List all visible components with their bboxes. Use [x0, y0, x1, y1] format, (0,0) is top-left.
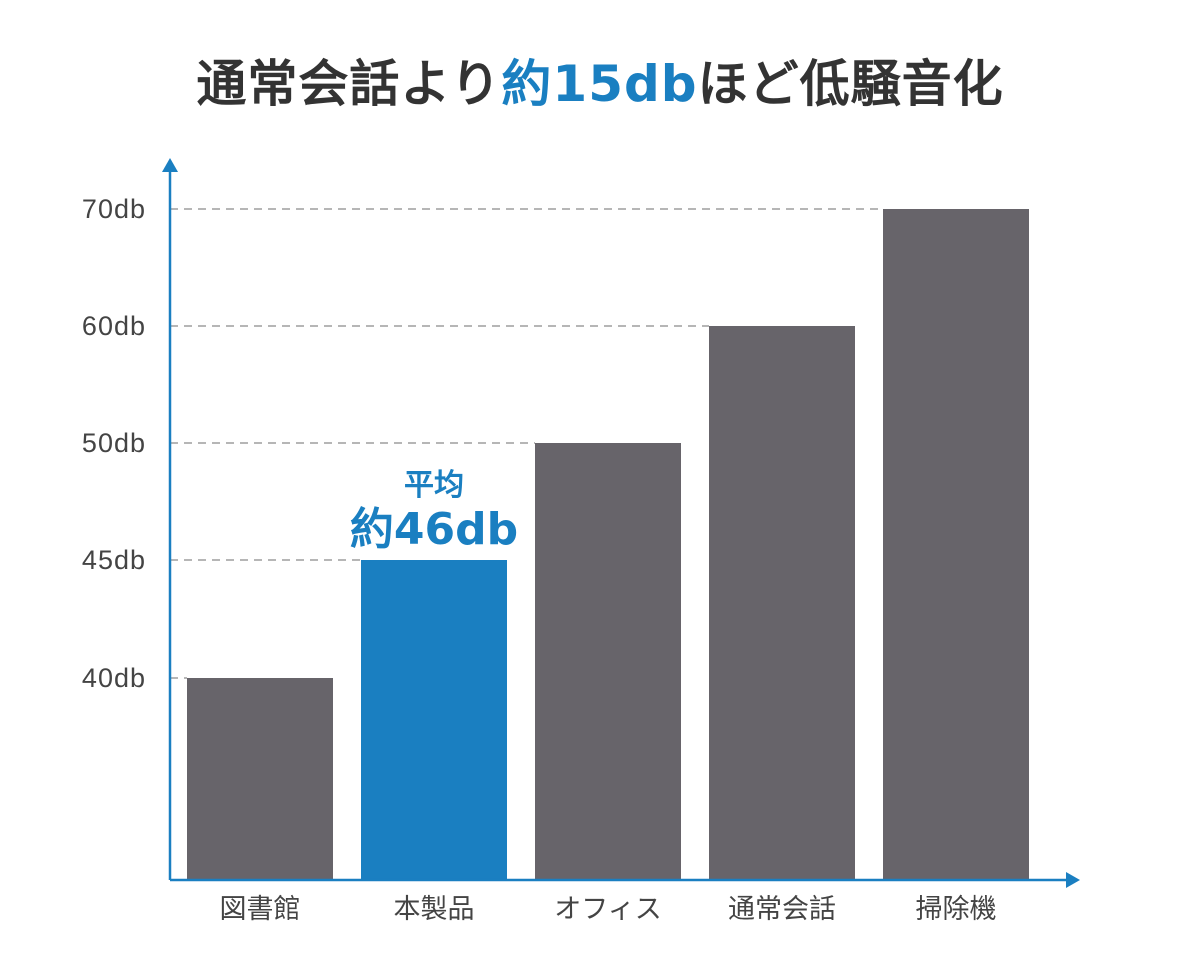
y-tick-label: 50db	[82, 428, 146, 458]
y-tick-label: 60db	[82, 311, 146, 341]
bar	[187, 678, 333, 880]
labels: 40db 45db 50db 60db 70db 図書館 本製品 オフィス 通常会話 掃除機 平均約…	[82, 194, 997, 925]
axes	[162, 158, 1080, 888]
category-label: 通常会話	[728, 894, 836, 925]
title-prefix: 通常会話より	[196, 55, 502, 113]
y-tick-label: 70db	[82, 194, 146, 224]
y-tick-label: 40db	[82, 663, 146, 693]
bar	[535, 443, 681, 880]
chart-title: 通常会話より約15dbほど低騒音化	[0, 44, 1200, 116]
title-suffix: ほど低騒音化	[697, 55, 1004, 113]
bar	[883, 209, 1029, 880]
grid-lines	[170, 208, 883, 679]
category-label: オフィス	[554, 894, 661, 925]
y-tick-label: 45db	[82, 545, 146, 575]
bar-highlight	[361, 560, 507, 880]
annotation-label: 平均	[404, 468, 464, 503]
y-axis-arrow	[162, 158, 178, 172]
bar	[709, 326, 855, 880]
category-label: 本製品	[394, 894, 475, 925]
bars	[187, 209, 1029, 880]
title-highlight: 約15db	[501, 55, 698, 113]
annotation-value: 約46db	[350, 504, 518, 555]
category-label: 図書館	[220, 894, 301, 925]
x-axis-arrow	[1066, 872, 1080, 888]
category-label: 掃除機	[916, 894, 997, 925]
